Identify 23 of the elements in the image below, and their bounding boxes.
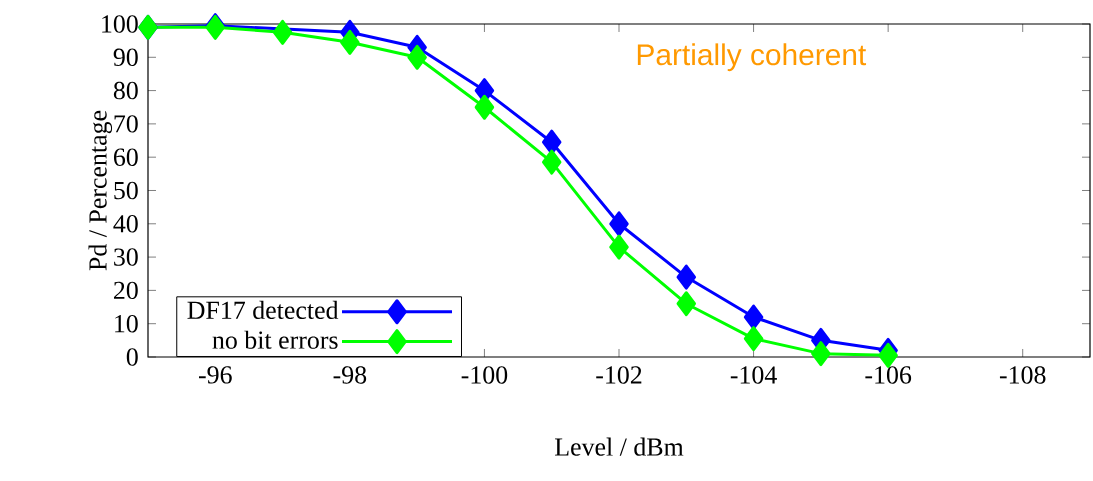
y-tick-label: 60 bbox=[113, 148, 138, 166]
legend-label: no bit errors bbox=[212, 330, 338, 349]
y-tick-label: 100 bbox=[102, 15, 138, 33]
x-axis-title: Level / dBm bbox=[555, 437, 684, 456]
x-tick-label: -100 bbox=[461, 366, 508, 384]
y-tick-label: 40 bbox=[113, 215, 138, 233]
y-tick-label: 20 bbox=[114, 281, 138, 300]
y-axis-title: Pd / Percentage bbox=[88, 110, 113, 271]
x-tick-label: -106 bbox=[865, 366, 912, 384]
y-tick-label: 0 bbox=[126, 348, 138, 366]
x-tick-label: -104 bbox=[730, 366, 777, 384]
annotation: Partially coherent bbox=[637, 43, 867, 72]
x-tick-label: -108 bbox=[999, 366, 1046, 384]
legend-label: DF17 detected bbox=[187, 300, 339, 320]
y-tick-label: 30 bbox=[114, 248, 138, 266]
y-tick-label: 90 bbox=[113, 48, 138, 67]
x-tick-label: -98 bbox=[333, 366, 367, 384]
y-tick-label: 10 bbox=[115, 314, 138, 333]
y-tick-label: 70 bbox=[114, 115, 138, 133]
y-tick-label: 50 bbox=[114, 181, 138, 200]
x-tick-label: -102 bbox=[596, 366, 642, 384]
y-tick-label: 80 bbox=[113, 81, 138, 100]
x-tick-label: -96 bbox=[198, 366, 232, 384]
